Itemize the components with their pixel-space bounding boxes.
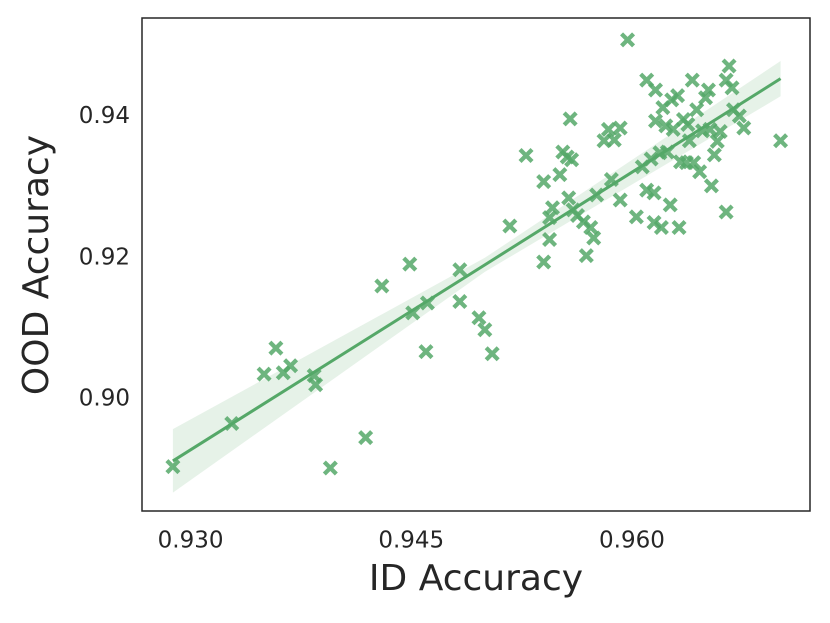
confidence-band [172,61,781,493]
point [502,218,518,234]
point [692,164,708,180]
point [542,231,558,247]
point [586,230,602,246]
point [724,80,740,96]
point [452,262,468,278]
point [419,295,435,311]
x-tick-label: 0.960 [599,528,665,554]
point [518,148,534,164]
point [552,167,568,183]
point [561,190,577,206]
point [308,377,324,393]
point [477,322,493,338]
point [600,121,616,137]
x-tick-label: 0.945 [378,528,444,554]
point [680,116,696,132]
point [736,120,752,136]
point [542,210,558,226]
point [256,366,272,382]
point [709,133,725,149]
point [452,294,468,310]
point [583,219,599,235]
point [418,344,434,360]
point [689,102,705,118]
point [484,346,500,362]
x-axis-label: ID Accuracy [369,558,583,599]
y-tick-label: 0.90 [79,385,130,411]
point [648,113,664,129]
point [612,192,628,208]
point [646,185,662,201]
point [671,219,687,235]
point [620,32,636,48]
point [536,254,552,270]
point [374,278,390,294]
point [670,88,686,104]
point [402,256,418,272]
point [773,133,789,149]
point [628,209,644,225]
point [665,121,681,137]
point [702,121,718,137]
point [703,178,719,194]
point [606,132,622,148]
point [712,124,728,140]
point [322,460,338,476]
y-tick-label: 0.92 [79,244,130,270]
point [721,58,737,74]
point [653,219,669,235]
point [659,144,675,160]
point [686,155,702,171]
point [471,310,487,326]
point [589,187,605,203]
point [545,200,561,216]
point [224,416,240,432]
point [268,340,284,356]
point [681,133,697,149]
y-tick-label: 0.94 [79,103,130,129]
point [684,72,700,88]
point [706,147,722,163]
point [603,172,619,188]
point [718,204,734,220]
point [731,108,747,124]
point [612,120,628,136]
point [536,174,552,190]
point [405,305,421,321]
point [283,358,299,374]
point [658,118,674,134]
y-axis-label: OOD Accuracy [16,135,57,395]
point [564,152,580,168]
point [358,430,374,446]
point [578,248,594,264]
x-tick-label: 0.930 [158,528,224,554]
point [165,459,181,475]
point [562,111,578,127]
point [700,82,716,98]
point [648,82,664,98]
plot-frame [141,17,811,512]
point [662,197,678,213]
regression-line [172,77,782,463]
